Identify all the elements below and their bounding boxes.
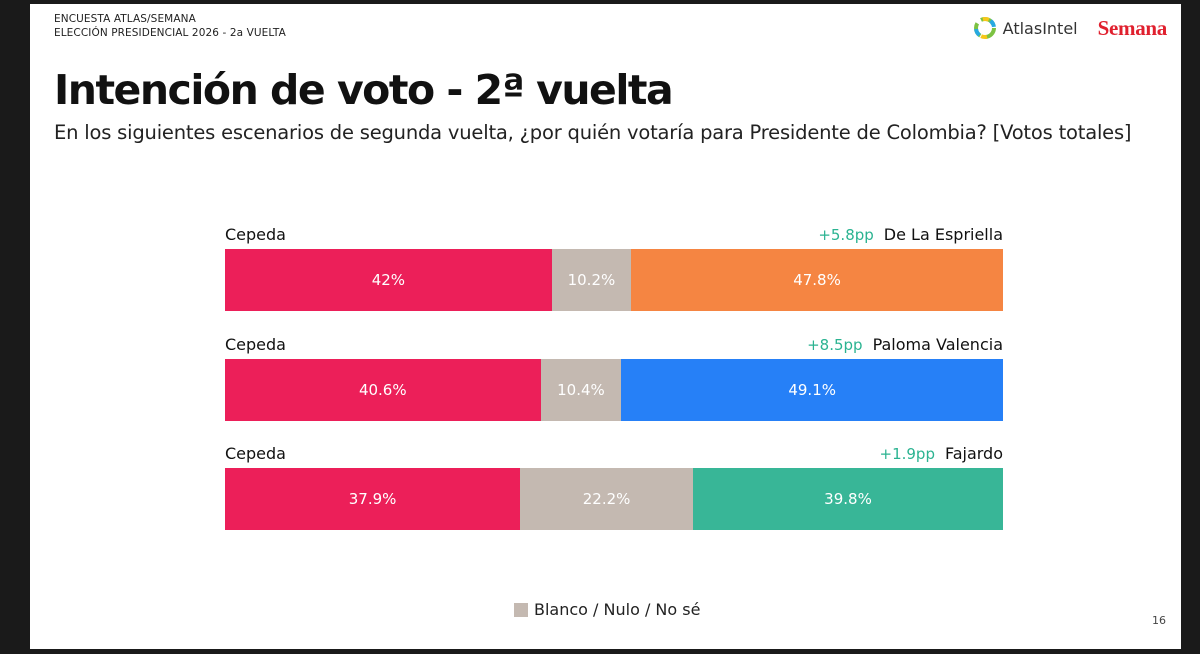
data-label: 10.2% bbox=[567, 271, 616, 289]
data-label: 39.8% bbox=[824, 490, 872, 508]
stacked-bar: 40.6% 10.4% 49.1% bbox=[225, 359, 1003, 421]
difference-label: +5.8pp bbox=[818, 226, 874, 244]
left-candidate-label: Cepeda bbox=[225, 335, 286, 354]
legend-swatch-blank bbox=[514, 602, 528, 617]
scenario-labels: Cepeda +5.8pp De La Espriella bbox=[225, 223, 1003, 249]
stacked-bar: 37.9% 22.2% 39.8% bbox=[225, 468, 1003, 530]
right-candidate-group: +5.8pp De La Espriella bbox=[818, 225, 1003, 244]
data-label: 42% bbox=[371, 271, 406, 289]
atlasintel-wordmark: AtlasIntel bbox=[1002, 18, 1078, 38]
bar-segment-right: 39.8% bbox=[693, 468, 1003, 530]
data-label: 47.8% bbox=[793, 271, 841, 289]
bar-segment-left: 40.6% bbox=[225, 359, 541, 421]
atlasintel-icon bbox=[973, 17, 996, 39]
logos: AtlasIntel Semana bbox=[973, 14, 1167, 42]
survey-name: ENCUESTA ATLAS/SEMANA bbox=[54, 13, 196, 25]
scenario-1: Cepeda +5.8pp De La Espriella 42% 10.2% 47.8% bbox=[225, 223, 1003, 311]
legend: Blanco / Nulo / No sé bbox=[514, 600, 700, 619]
scenario-labels: Cepeda +8.5pp Paloma Valencia bbox=[225, 333, 1003, 359]
page-subtitle: En los siguientes escenarios de segunda … bbox=[54, 121, 1132, 144]
data-label: 49.1% bbox=[788, 381, 836, 399]
election-name: ELECCIÓN PRESIDENCIAL 2026 - 2a VUELTA bbox=[54, 27, 286, 39]
difference-label: +8.5pp bbox=[807, 336, 863, 354]
left-candidate-label: Cepeda bbox=[225, 444, 286, 463]
data-label: 37.9% bbox=[348, 490, 397, 508]
semana-logo: Semana bbox=[1097, 15, 1168, 40]
right-candidate-label: Fajardo bbox=[944, 444, 1003, 463]
left-candidate-label: Cepeda bbox=[225, 225, 286, 244]
bar-segment-blank: 10.4% bbox=[540, 359, 622, 421]
bar-segment-left: 42% bbox=[225, 249, 552, 311]
right-candidate-group: +8.5pp Paloma Valencia bbox=[807, 335, 1003, 354]
survey-header: ENCUESTA ATLAS/SEMANA ELECCIÓN PRESIDENC… bbox=[54, 12, 286, 40]
scenario-labels: Cepeda +1.9pp Fajardo bbox=[225, 442, 1003, 468]
difference-label: +1.9pp bbox=[879, 445, 935, 463]
right-candidate-group: +1.9pp Fajardo bbox=[880, 444, 1004, 463]
page-number: 16 bbox=[1152, 614, 1166, 627]
data-label: 22.2% bbox=[582, 490, 631, 508]
bar-segment-right: 49.1% bbox=[621, 359, 1003, 421]
legend-label-blank: Blanco / Nulo / No sé bbox=[534, 600, 701, 619]
page-title: Intención de voto - 2ª vuelta bbox=[54, 66, 674, 114]
bar-segment-blank: 10.2% bbox=[551, 249, 632, 311]
scenario-3: Cepeda +1.9pp Fajardo 37.9% 22.2% 39.8% bbox=[225, 442, 1003, 530]
right-candidate-label: Paloma Valencia bbox=[872, 335, 1003, 354]
right-candidate-label: De La Espriella bbox=[883, 225, 1003, 244]
scenario-2: Cepeda +8.5pp Paloma Valencia 40.6% 10.4% 49.… bbox=[225, 333, 1003, 421]
data-label: 10.4% bbox=[557, 381, 605, 399]
bar-segment-left: 37.9% bbox=[225, 468, 521, 530]
atlasintel-logo: AtlasIntel bbox=[973, 16, 1078, 40]
bar-segment-right: 47.8% bbox=[631, 249, 1003, 311]
stacked-bar: 42% 10.2% 47.8% bbox=[225, 249, 1003, 311]
slide: ENCUESTA ATLAS/SEMANA ELECCIÓN PRESIDENC… bbox=[30, 4, 1181, 649]
data-label: 40.6% bbox=[358, 381, 407, 399]
bar-segment-blank: 22.2% bbox=[520, 468, 694, 530]
